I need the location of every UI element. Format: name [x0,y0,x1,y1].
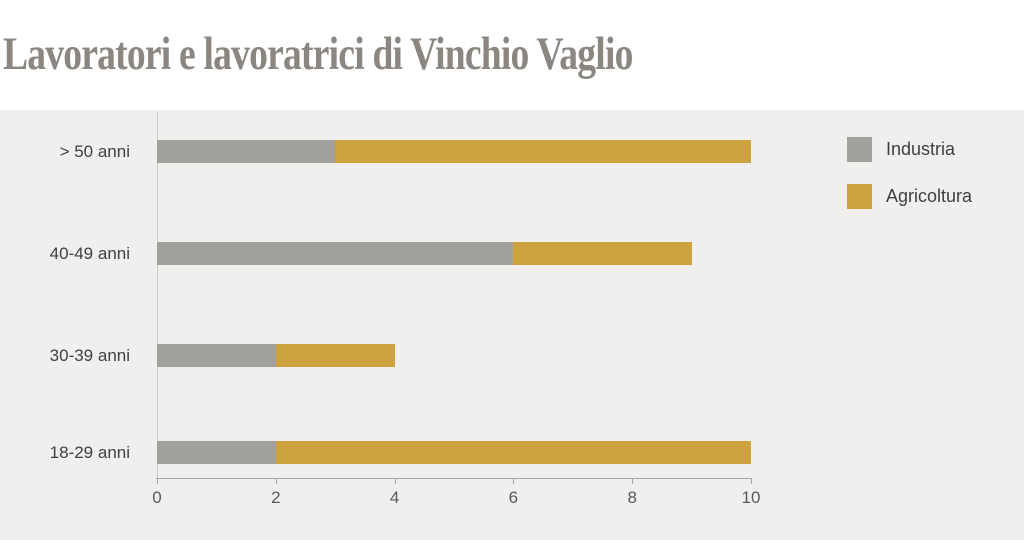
legend-swatch-agricoltura [847,184,872,209]
category-label: 30-39 anni [49,346,130,365]
legend-swatch-industria [847,137,872,162]
bar-segment-agricoltura [275,441,751,464]
category-label: 40-49 anni [49,244,130,263]
x-tick-mark [394,478,396,484]
bar-row [157,140,751,163]
x-tick-mark [632,478,634,484]
bar-row [157,441,751,464]
category-label: > 50 anni [59,142,130,161]
x-tick-mark [513,478,515,484]
legend-item: Agricoltura [847,184,972,209]
x-tick-mark [157,478,158,484]
x-tick-label: 2 [271,488,281,507]
y-axis-line [157,112,158,478]
chart-area: > 50 anni 40-49 anni 30-39 anni 18-29 anni 0… [0,110,1024,540]
x-tick-label: 0 [152,488,162,507]
bar-segment-industria [157,441,276,464]
bar-segment-industria [157,140,336,163]
bar-segment-agricoltura [335,140,751,163]
x-tick-mark [751,478,752,484]
bar-row [157,242,692,265]
bar-segment-industria [157,344,276,367]
legend: Industria Agricoltura [847,137,972,209]
x-tick-label: 4 [389,488,400,507]
x-tick-label: 6 [508,488,519,507]
bar-segment-industria [157,242,514,265]
x-tick-label: 10 [741,488,761,507]
legend-label: Agricoltura [886,186,973,206]
bar-row [157,344,395,367]
x-tick-mark [275,478,277,484]
category-label: 18-29 anni [49,443,130,462]
bar-segment-agricoltura [513,242,692,265]
plot-area: > 50 anni 40-49 anni 30-39 anni 18-29 anni 0… [0,110,1024,540]
x-axis-line [156,478,752,479]
bar-segment-agricoltura [275,344,395,367]
chart-title: Lavoratori e lavoratrici di Vinchio Vagl… [3,28,633,80]
title-band: Lavoratori e lavoratrici di Vinchio Vagl… [0,0,1024,110]
x-tick-label: 8 [627,488,637,507]
legend-item: Industria [847,137,972,162]
legend-label: Industria [886,139,956,159]
